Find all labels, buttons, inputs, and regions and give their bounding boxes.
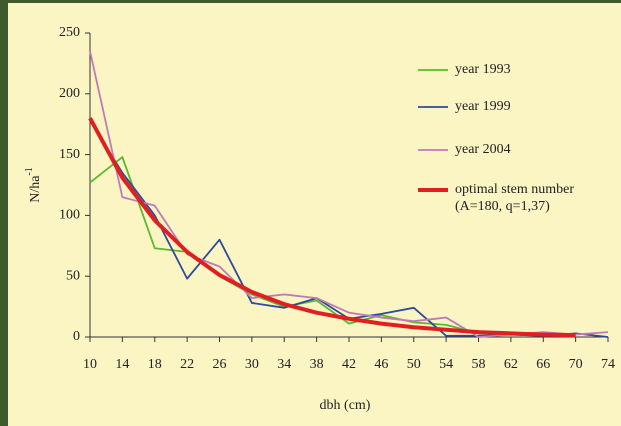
x-tick-label: 66	[536, 357, 550, 372]
y-axis-label-sup: -1	[24, 167, 35, 175]
plot-background	[8, 3, 621, 426]
legend-label: optimal stem number (A=180, q=1,37)	[455, 182, 574, 214]
y-axis-label-main: N/ha	[28, 175, 43, 203]
y-tick-label: 50	[66, 268, 80, 283]
y-tick-label: 200	[59, 86, 80, 101]
x-tick-label: 30	[245, 357, 259, 372]
x-tick-label: 42	[342, 357, 356, 372]
x-tick-label: 34	[277, 357, 291, 372]
y-tick-label: 0	[73, 329, 80, 344]
y-tick-label: 100	[59, 208, 80, 223]
y-tick-label: 250	[59, 25, 80, 40]
x-tick-label: 58	[472, 357, 486, 372]
series-line	[88, 117, 576, 338]
y-tick-label: 150	[59, 147, 80, 162]
x-tick-label: 22	[180, 357, 194, 372]
x-tick-label: 14	[115, 357, 129, 372]
x-axis-label: dbh (cm)	[320, 398, 371, 413]
y-axis-label: N/ha-1	[24, 167, 43, 203]
legend-label: year 2004	[455, 142, 511, 157]
x-tick-label: 74	[601, 357, 615, 372]
x-tick-label: 10	[83, 357, 97, 372]
legend-label: year 1999	[455, 99, 511, 114]
x-tick-label: 70	[569, 357, 583, 372]
x-tick-label: 46	[374, 357, 388, 372]
legend-label: year 1993	[455, 62, 511, 77]
x-tick-label: 54	[439, 357, 453, 372]
x-tick-label: 38	[310, 357, 324, 372]
x-tick-label: 26	[213, 357, 227, 372]
x-tick-label: 50	[407, 357, 421, 372]
x-tick-label: 62	[504, 357, 518, 372]
x-tick-label: 18	[148, 357, 162, 372]
